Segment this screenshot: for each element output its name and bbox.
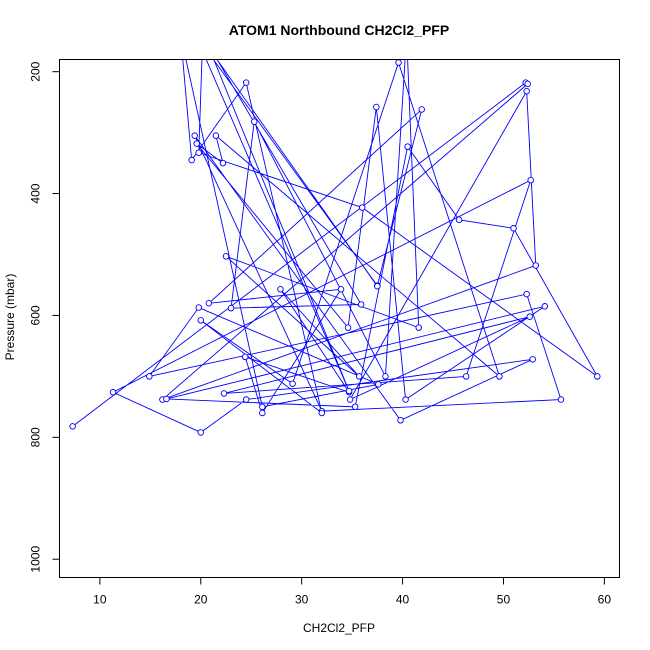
x-tick-label: 40 [396,593,410,607]
data-point [527,176,534,184]
data-point [358,204,366,211]
data-point [178,32,184,38]
data-point [193,32,199,38]
plot-frame [59,59,620,578]
data-point [351,403,359,411]
data-point [242,396,250,403]
data-point [69,423,76,430]
x-tick-label: 60 [598,593,612,607]
data-point [397,417,404,424]
data-point [355,373,363,380]
axes-layer: 10 20 30 40 50 60 200 400 600 800 1000 [29,61,612,606]
data-point [163,395,170,403]
data-point [462,373,470,380]
y-tick-label: 800 [29,427,43,447]
data-point [524,80,531,88]
data-point [402,396,409,403]
data-point [212,132,220,139]
data-point [277,286,284,293]
data-point [259,409,266,417]
data-point [374,282,381,290]
data-point [375,381,382,388]
y-tick-label: 1000 [29,546,43,573]
data-point [200,32,206,38]
data-point [455,216,463,224]
data-point [191,132,198,139]
data-point [337,286,345,293]
data-point [222,253,230,260]
data-point [357,301,365,308]
y-tick-label: 200 [29,61,43,81]
x-tick-label: 30 [295,593,309,607]
data-point [109,388,117,396]
data-point [523,290,530,298]
data-point [510,225,517,232]
data-point [227,304,235,312]
data-point [529,356,536,363]
data-point [346,396,354,403]
data-point [220,390,228,397]
data-point [318,409,326,417]
y-tick-label: 600 [29,305,43,325]
x-axis-label: CH2Cl2_PFP [303,621,375,635]
data-point [395,59,402,66]
data-layer [69,32,601,436]
x-tick-label: 10 [93,593,107,607]
data-point [541,303,549,310]
data-point [418,106,425,113]
data-point [594,373,601,380]
y-axis-label: Pressure (mbar) [3,274,17,361]
data-point [241,353,249,361]
data-point [195,149,202,156]
data-point [526,313,533,320]
data-point [289,380,296,387]
data-point [415,324,422,331]
data-point [197,317,205,324]
data-point [219,159,227,167]
data-point [188,156,195,164]
data-point [193,140,200,147]
data-point [373,103,380,111]
data-point [557,396,565,403]
data-point [195,304,202,311]
data-point [532,262,540,269]
data-point [523,87,530,95]
y-tick-label: 400 [29,183,43,203]
data-point [146,373,153,380]
data-point [250,118,258,125]
data-point [197,429,205,436]
data-point [345,387,353,395]
x-tick-label: 50 [497,593,511,607]
data-point [205,300,213,307]
data-point [197,32,203,38]
data-point [344,324,352,331]
data-point [404,143,411,150]
x-tick-label: 20 [194,593,208,607]
data-point [496,373,503,380]
data-point [382,373,389,380]
chart-title: ATOM1 Northbound CH2Cl2_PFP [229,22,449,38]
series-line [72,59,598,433]
data-point [259,403,266,411]
data-point [201,32,207,38]
data-point [242,79,250,86]
